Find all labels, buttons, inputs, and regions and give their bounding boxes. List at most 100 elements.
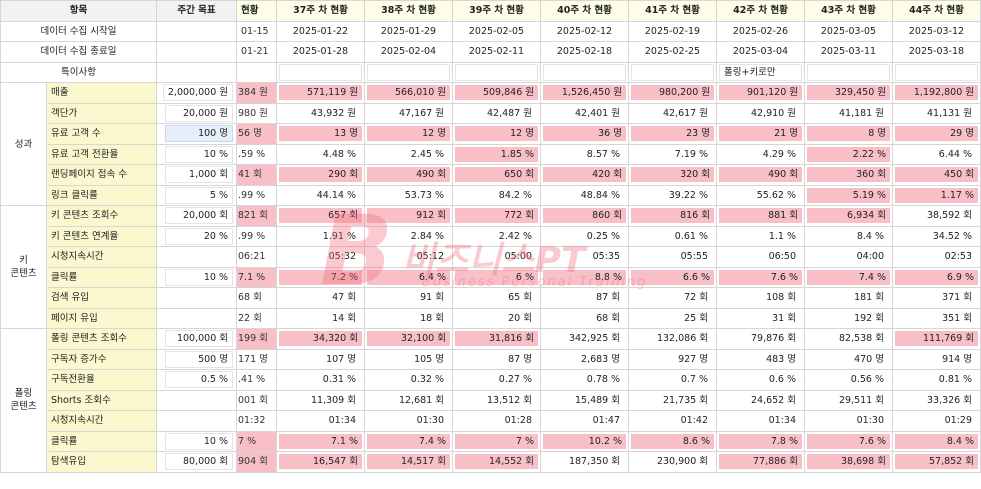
value-cell[interactable]: 901,120 원 xyxy=(716,82,805,104)
value-cell[interactable]: 12 명 xyxy=(452,123,541,145)
value-cell[interactable]: 132,086 회 xyxy=(628,328,717,350)
value-cell[interactable]: 6.9 % xyxy=(892,266,981,288)
value-cell[interactable]: 47,167 원 xyxy=(364,102,453,124)
value-cell[interactable]: 2.42 % xyxy=(452,225,541,247)
value-cell[interactable]: 33,326 회 xyxy=(892,389,981,411)
value-cell[interactable]: 2.84 % xyxy=(364,225,453,247)
value-cell[interactable]: 24,652 회 xyxy=(716,389,805,411)
value-cell[interactable]: 6.4 % xyxy=(364,266,453,288)
value-cell[interactable]: 111,769 회 xyxy=(892,328,981,350)
value-cell[interactable]: 6.44 % xyxy=(892,143,981,165)
value-cell[interactable]: 0.78 % xyxy=(540,369,629,391)
value-cell[interactable]: 5.19 % xyxy=(804,184,893,206)
value-cell[interactable]: 1,526,450 원 xyxy=(540,82,629,104)
value-cell[interactable]: 0.81 % xyxy=(892,369,981,391)
value-cell[interactable]: 77,886 회 xyxy=(716,451,805,473)
value-cell[interactable]: 20 회 xyxy=(452,307,541,329)
target-cell[interactable]: 10 % xyxy=(156,430,237,452)
value-cell[interactable]: 2.22 % xyxy=(804,143,893,165)
value-cell[interactable]: 8.4 % xyxy=(804,225,893,247)
target-value[interactable]: 1,000 회 xyxy=(165,166,233,183)
value-cell[interactable]: 06:50 xyxy=(716,246,805,268)
target-value[interactable]: 20,000 원 xyxy=(165,104,233,122)
value-cell[interactable]: 914 명 xyxy=(892,348,981,370)
target-value[interactable]: 2,000,000 원 xyxy=(162,84,233,101)
target-value[interactable]: 5 % xyxy=(165,186,233,204)
value-cell[interactable]: 41,181 원 xyxy=(804,102,893,124)
value-cell[interactable]: 290 회 xyxy=(276,164,365,186)
value-cell[interactable]: 44.14 % xyxy=(276,184,365,206)
target-cell[interactable]: 0.5 % xyxy=(156,369,237,391)
value-cell[interactable]: 371 회 xyxy=(892,287,981,309)
value-cell[interactable]: 566,010 원 xyxy=(364,82,453,104)
value-cell[interactable]: 490 회 xyxy=(364,164,453,186)
value-cell[interactable]: 105 명 xyxy=(364,348,453,370)
value-cell[interactable]: 8 명 xyxy=(804,123,893,145)
partial-week-cell[interactable]: 384 원 xyxy=(236,82,277,104)
note-cell[interactable] xyxy=(543,63,626,81)
value-cell[interactable]: 4.48 % xyxy=(276,143,365,165)
value-cell[interactable]: 360 회 xyxy=(804,164,893,186)
value-cell[interactable]: 14,552 회 xyxy=(452,451,541,473)
info-target-cell[interactable] xyxy=(156,20,237,42)
value-cell[interactable]: 8.6 % xyxy=(628,430,717,452)
value-cell[interactable]: 470 명 xyxy=(804,348,893,370)
partial-week-cell[interactable]: 01:32 xyxy=(236,410,277,432)
value-cell[interactable]: 420 회 xyxy=(540,164,629,186)
value-cell[interactable]: 2,683 명 xyxy=(540,348,629,370)
partial-week-cell[interactable]: 41 회 xyxy=(236,164,277,186)
info-cell[interactable]: 2025-03-18 xyxy=(892,41,981,63)
value-cell[interactable]: 16,547 회 xyxy=(276,451,365,473)
value-cell[interactable]: 4.29 % xyxy=(716,143,805,165)
value-cell[interactable]: 0.61 % xyxy=(628,225,717,247)
value-cell[interactable]: 01:34 xyxy=(276,410,365,432)
value-cell[interactable]: 25 회 xyxy=(628,307,717,329)
value-cell[interactable]: 1.85 % xyxy=(452,143,541,165)
info-cell[interactable]: 2025-02-25 xyxy=(628,41,717,63)
value-cell[interactable]: 7.19 % xyxy=(628,143,717,165)
target-cell[interactable]: 2,000,000 원 xyxy=(156,82,237,104)
info-partial-cell[interactable]: 01-21 xyxy=(236,41,277,63)
value-cell[interactable]: 571,119 원 xyxy=(276,82,365,104)
value-cell[interactable]: 91 회 xyxy=(364,287,453,309)
info-cell[interactable]: 2025-02-05 xyxy=(452,20,541,42)
partial-week-cell[interactable]: 904 회 xyxy=(236,451,277,473)
value-cell[interactable]: 38,592 회 xyxy=(892,205,981,227)
info-cell[interactable]: 2025-03-11 xyxy=(804,41,893,63)
target-cell[interactable] xyxy=(156,389,237,411)
value-cell[interactable]: 05:35 xyxy=(540,246,629,268)
target-value[interactable]: 20 % xyxy=(165,227,233,245)
value-cell[interactable]: 15,489 회 xyxy=(540,389,629,411)
info-cell[interactable]: 2025-03-12 xyxy=(892,20,981,42)
value-cell[interactable]: 53.73 % xyxy=(364,184,453,206)
value-cell[interactable]: 490 회 xyxy=(716,164,805,186)
value-cell[interactable]: 39.22 % xyxy=(628,184,717,206)
target-cell[interactable] xyxy=(156,307,237,329)
value-cell[interactable]: 18 회 xyxy=(364,307,453,329)
value-cell[interactable]: 42,401 원 xyxy=(540,102,629,124)
value-cell[interactable]: 7 % xyxy=(452,430,541,452)
info-cell[interactable]: 2025-03-04 xyxy=(716,41,805,63)
value-cell[interactable]: 13,512 회 xyxy=(452,389,541,411)
value-cell[interactable]: 8.4 % xyxy=(892,430,981,452)
value-cell[interactable]: 6,934 회 xyxy=(804,205,893,227)
value-cell[interactable]: 29,511 회 xyxy=(804,389,893,411)
info-target-cell[interactable] xyxy=(156,41,237,63)
info-cell[interactable]: 2025-01-29 xyxy=(364,20,453,42)
value-cell[interactable]: 11,309 회 xyxy=(276,389,365,411)
partial-week-cell[interactable]: 06:21 xyxy=(236,246,277,268)
value-cell[interactable]: 05:00 xyxy=(452,246,541,268)
value-cell[interactable]: 860 회 xyxy=(540,205,629,227)
target-cell[interactable]: 10 % xyxy=(156,143,237,165)
value-cell[interactable]: 05:55 xyxy=(628,246,717,268)
value-cell[interactable]: 01:30 xyxy=(364,410,453,432)
partial-week-cell[interactable]: .99 % xyxy=(236,225,277,247)
info-partial-cell[interactable] xyxy=(236,61,277,83)
partial-week-cell[interactable]: 7.1 % xyxy=(236,266,277,288)
value-cell[interactable]: 47 회 xyxy=(276,287,365,309)
target-cell[interactable]: 80,000 회 xyxy=(156,451,237,473)
value-cell[interactable]: 87 명 xyxy=(452,348,541,370)
partial-week-cell[interactable]: 980 원 xyxy=(236,102,277,124)
info-cell[interactable]: 2025-02-18 xyxy=(540,41,629,63)
target-cell[interactable]: 1,000 회 xyxy=(156,164,237,186)
